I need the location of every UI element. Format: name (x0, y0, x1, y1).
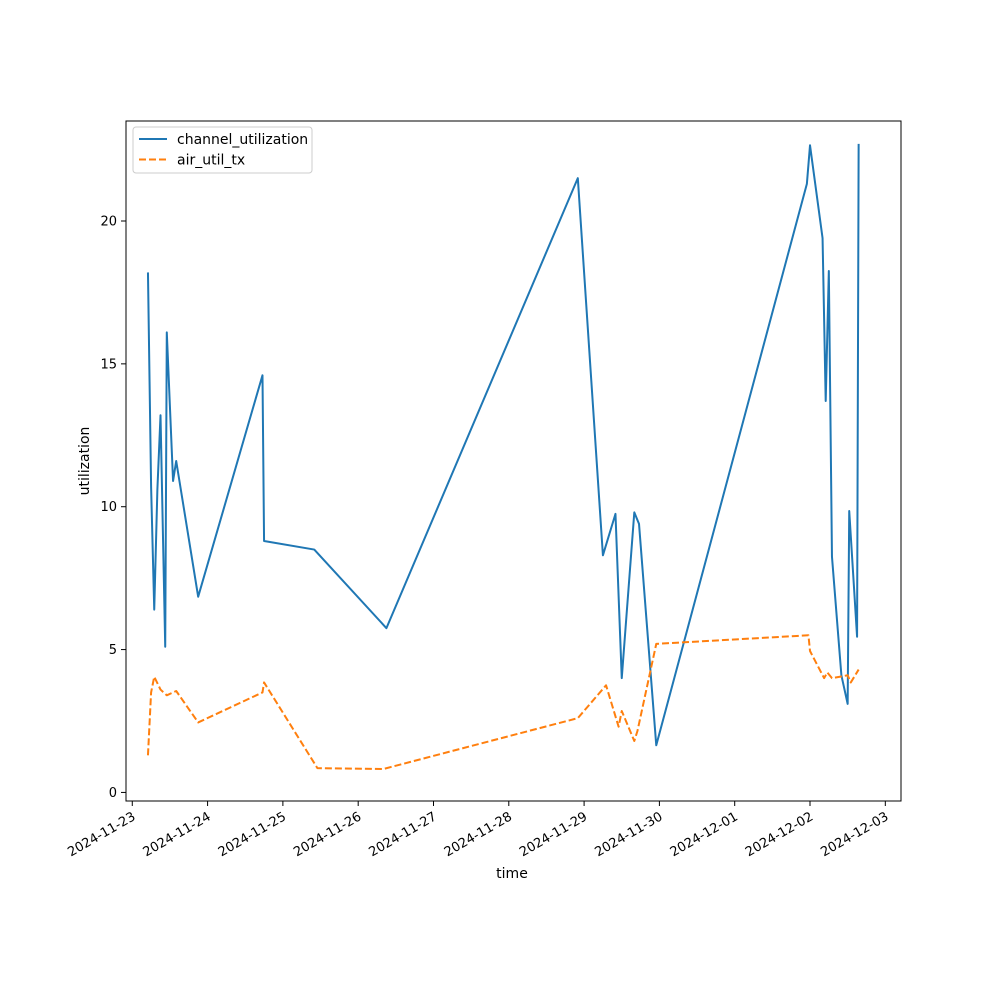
y-tick-label: 15 (100, 357, 117, 372)
y-tick-label: 5 (109, 643, 117, 658)
x-tick-label: 2024-11-29 (517, 809, 590, 860)
x-tick-label: 2024-12-03 (818, 809, 891, 860)
legend-label-channel-utilization: channel_utilization (177, 132, 308, 148)
legend-box (132, 126, 313, 174)
x-axis: 2024-11-23 2024-11-24 2024-11-25 2024-11-26… (65, 801, 891, 860)
y-tick-label: 10 (100, 500, 117, 515)
x-tick-label: 2024-11-25 (216, 809, 289, 860)
y-tick-label: 20 (100, 215, 117, 230)
x-tick-label: 2024-11-24 (141, 809, 214, 860)
x-tick-label: 2024-11-27 (367, 809, 440, 860)
x-tick-label: 2024-11-23 (65, 809, 138, 860)
y-tick-label: 0 (109, 786, 117, 801)
x-axis-label: time (496, 866, 528, 882)
y-axis: 0 5 10 15 20 (100, 215, 126, 801)
legend-label-air-util-tx: air_util_tx (177, 153, 245, 169)
x-tick-label: 2024-12-01 (668, 809, 741, 860)
series-lines (146, 143, 860, 770)
x-tick-label: 2024-12-02 (743, 809, 816, 860)
x-tick-label: 2024-11-30 (592, 809, 665, 860)
x-tick-label: 2024-11-26 (291, 809, 364, 860)
legend: channel_utilization air_util_tx (132, 126, 313, 174)
y-axis-label: utilization (77, 427, 93, 496)
x-tick-label: 2024-11-28 (442, 809, 515, 860)
series-line-air-util-tx (146, 634, 860, 770)
series-line-channel-utilization (146, 143, 860, 747)
axes-frame (125, 120, 902, 802)
